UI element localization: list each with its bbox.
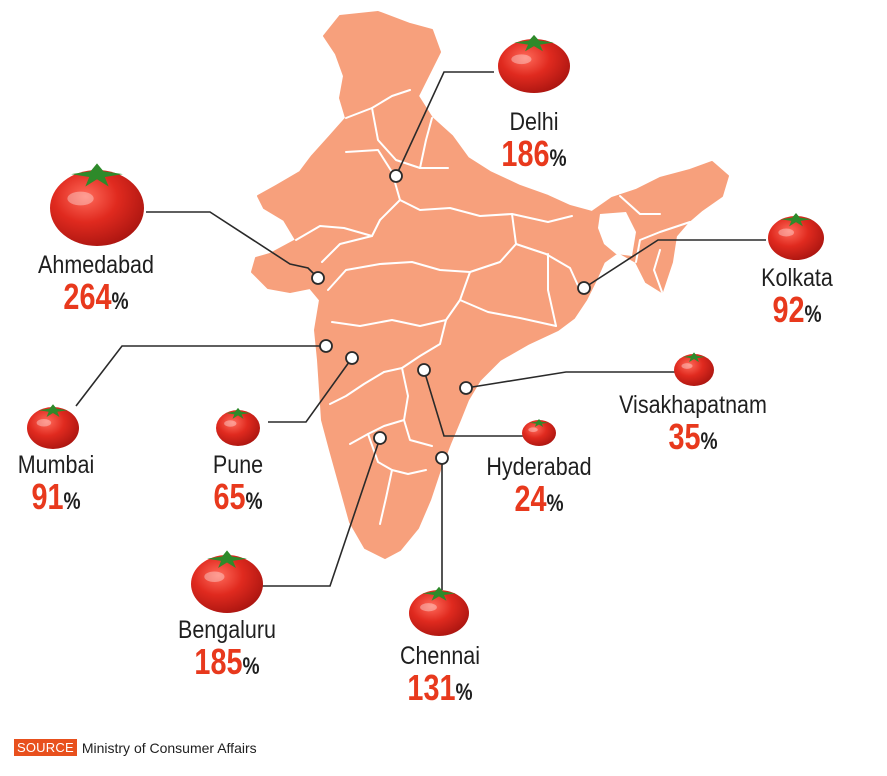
- percent-sign: %: [546, 490, 564, 517]
- city-label-ahmedabad: Ahmedabad 264%: [29, 251, 164, 323]
- connector-lines: [75, 71, 766, 590]
- tomato-icon: [768, 212, 824, 260]
- bengaluru-marker: [373, 431, 387, 445]
- source-tag: SOURCE: [14, 739, 77, 756]
- city-label-chennai: Chennai 131%: [393, 642, 486, 714]
- percent-sign: %: [455, 679, 473, 706]
- city-percent: 92%: [764, 292, 831, 336]
- hyderabad-marker: [417, 363, 431, 377]
- city-name: Visakhapatnam: [619, 391, 767, 419]
- city-percent: 35%: [624, 419, 762, 463]
- kolkata-connector: [583, 239, 766, 289]
- percent-value: 35: [668, 416, 701, 457]
- source-credit: SOURCE Ministry of Consumer Affairs: [14, 739, 257, 756]
- percent-value: 65: [213, 476, 246, 517]
- city-name: Pune: [212, 451, 264, 479]
- tomato-icon: [498, 34, 570, 93]
- mumbai-connector: [75, 345, 326, 407]
- percent-sign: %: [245, 488, 263, 515]
- city-label-mumbai: Mumbai 91%: [12, 451, 101, 523]
- hyderabad-connector: [423, 369, 524, 437]
- tomato-icon: [522, 419, 556, 446]
- city-label-visakhapatnam: Visakhapatnam 35%: [607, 391, 779, 463]
- pune-connector: [268, 357, 353, 423]
- visakhapatnam-marker: [459, 381, 473, 395]
- percent-sign: %: [804, 301, 822, 328]
- city-percent: 24%: [490, 481, 588, 525]
- ahmedabad-marker: [311, 271, 325, 285]
- india-outline: [251, 11, 729, 559]
- kolkata-marker: [577, 281, 591, 295]
- city-name: Delhi: [509, 108, 559, 136]
- city-percent: 185%: [181, 644, 272, 688]
- city-percent: 131%: [403, 670, 478, 714]
- percent-value: 91: [31, 476, 64, 517]
- city-name: Bengaluru: [177, 616, 277, 644]
- percent-sign: %: [63, 488, 81, 515]
- percent-value: 264: [63, 276, 112, 317]
- state-borders: [295, 89, 691, 525]
- percent-sign: %: [111, 288, 129, 315]
- bangladesh-gap: [598, 212, 636, 256]
- chennai-marker: [435, 451, 449, 465]
- percent-sign: %: [700, 428, 718, 455]
- city-label-kolkata: Kolkata 92%: [755, 264, 838, 336]
- city-label-delhi: Delhi 186%: [493, 108, 574, 180]
- source-text: Ministry of Consumer Affairs: [81, 739, 257, 756]
- tomato-icons: [27, 34, 824, 636]
- city-name: Kolkata: [761, 264, 833, 292]
- tomato-icon: [50, 163, 144, 246]
- tomato-icon: [216, 407, 260, 446]
- percent-value: 131: [407, 667, 456, 708]
- tomato-icon: [191, 550, 263, 613]
- pune-marker: [345, 351, 359, 365]
- percent-value: 92: [772, 289, 805, 330]
- bengaluru-connector: [262, 437, 381, 587]
- city-percent: 65%: [213, 479, 262, 523]
- ahmedabad-connector: [146, 211, 319, 279]
- city-label-hyderabad: Hyderabad 24%: [478, 453, 600, 525]
- city-percent: 91%: [20, 479, 91, 523]
- tomato-icon: [27, 404, 79, 449]
- delhi-marker: [389, 169, 403, 183]
- percent-value: 24: [514, 478, 547, 519]
- percent-sign: %: [242, 653, 260, 680]
- city-percent: 264%: [42, 279, 150, 323]
- percent-value: 186: [501, 133, 550, 174]
- city-percent: 186%: [501, 136, 566, 180]
- tomato-icon: [674, 352, 714, 386]
- mumbai-marker: [319, 339, 333, 353]
- city-label-pune: Pune 65%: [207, 451, 268, 523]
- percent-value: 185: [194, 641, 243, 682]
- city-name: Ahmedabad: [38, 251, 154, 279]
- percent-sign: %: [549, 145, 567, 172]
- tomato-icon: [409, 586, 469, 636]
- city-name: Chennai: [399, 642, 481, 670]
- city-label-bengaluru: Bengaluru 185%: [170, 616, 284, 688]
- delhi-connector: [395, 71, 494, 177]
- city-markers: [311, 169, 591, 465]
- city-name: Mumbai: [17, 451, 95, 479]
- visakhapatnam-connector: [465, 371, 686, 389]
- city-name: Hyderabad: [486, 453, 592, 481]
